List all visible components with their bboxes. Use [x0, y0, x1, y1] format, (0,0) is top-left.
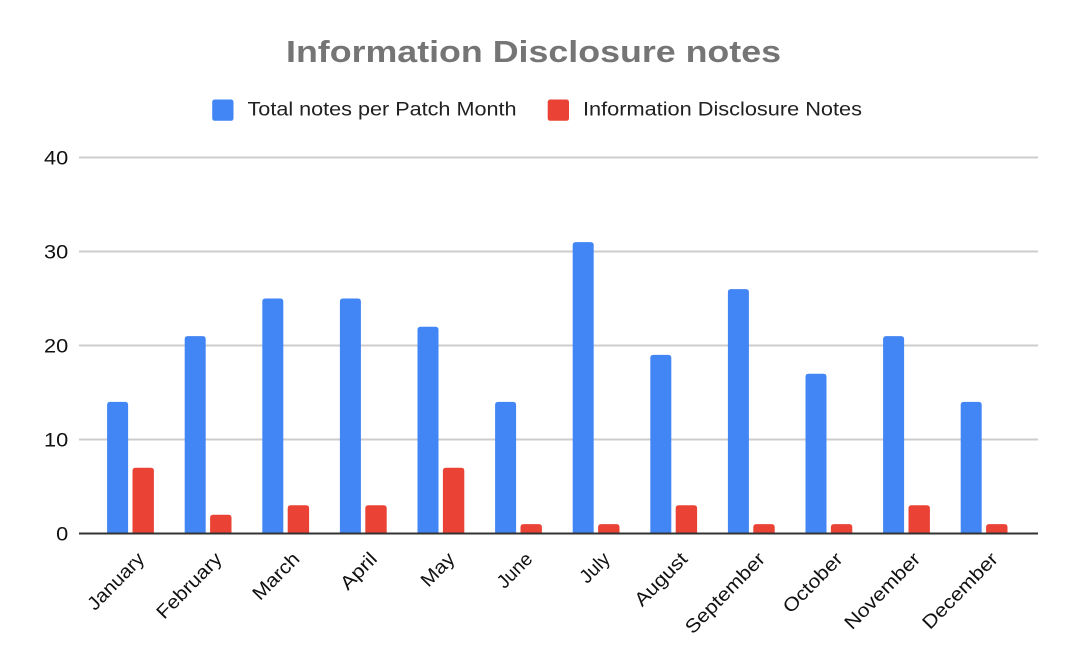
- svg-text:Information Disclosure notes: Information Disclosure notes: [286, 35, 781, 69]
- svg-text:0: 0: [56, 524, 68, 545]
- svg-text:20: 20: [44, 336, 68, 357]
- svg-text:Information Disclosure Notes: Information Disclosure Notes: [583, 100, 862, 121]
- svg-text:40: 40: [44, 148, 68, 169]
- svg-text:Total notes per Patch Month: Total notes per Patch Month: [248, 100, 517, 121]
- svg-text:30: 30: [44, 242, 68, 263]
- svg-text:10: 10: [44, 430, 68, 451]
